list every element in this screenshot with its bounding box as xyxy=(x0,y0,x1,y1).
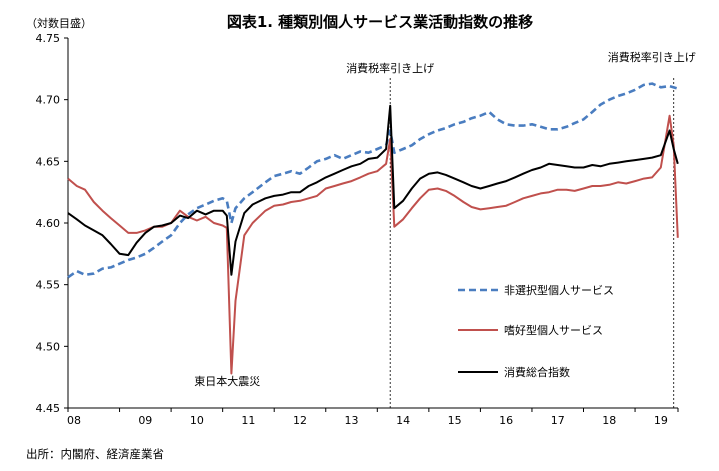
annotation-tax-hike-2014: 消費税率引き上げ xyxy=(346,61,434,75)
tax-hike-lines xyxy=(389,78,675,408)
y-ticks: 4.45 4.50 4.55 4.60 4.65 4.70 4.75 xyxy=(36,32,68,415)
x-tick-label: 09 xyxy=(138,414,152,427)
annotation-tax-hike-2019: 消費税率引き上げ xyxy=(608,50,696,64)
x-tick-label: 17 xyxy=(551,414,565,427)
y-tick-label: 4.45 xyxy=(36,402,61,415)
series-line xyxy=(67,114,679,375)
x-tick-label: 13 xyxy=(345,414,359,427)
x-tick-label: 19 xyxy=(654,414,668,427)
x-tick-label: 16 xyxy=(499,414,513,427)
series-group xyxy=(67,82,679,375)
y-tick-label: 4.60 xyxy=(36,217,61,230)
series-line xyxy=(67,104,679,276)
x-tick-label: 14 xyxy=(396,414,410,427)
series-line xyxy=(67,82,679,279)
x-tick-label: 10 xyxy=(190,414,204,427)
y-tick-label: 4.55 xyxy=(36,279,61,292)
legend-label: 嗜好型個人サービス xyxy=(504,323,603,337)
source-note: 出所：内閣府、経済産業省 xyxy=(26,447,164,461)
axes xyxy=(67,38,678,409)
legend-label: 消費総合指数 xyxy=(504,365,570,379)
y-tick-label: 4.50 xyxy=(36,340,61,353)
x-tick-label: 08 xyxy=(67,414,81,427)
x-tick-label: 15 xyxy=(448,414,462,427)
x-ticks: 08 09 10 11 12 13 14 15 16 17 18 19 xyxy=(67,408,679,427)
y-tick-label: 4.65 xyxy=(36,155,61,168)
y-axis-label: （対数目盛） xyxy=(26,16,92,30)
annotation-earthquake: 東日本大震災 xyxy=(194,374,260,388)
legend-label: 非選択型個人サービス xyxy=(504,283,614,297)
chart-title: 図表1. 種類別個人サービス業活動指数の推移 xyxy=(227,13,533,31)
y-tick-label: 4.70 xyxy=(36,94,61,107)
x-tick-label: 12 xyxy=(293,414,307,427)
x-tick-label: 18 xyxy=(602,414,616,427)
y-tick-label: 4.75 xyxy=(36,32,61,45)
x-tick-label: 11 xyxy=(241,414,255,427)
